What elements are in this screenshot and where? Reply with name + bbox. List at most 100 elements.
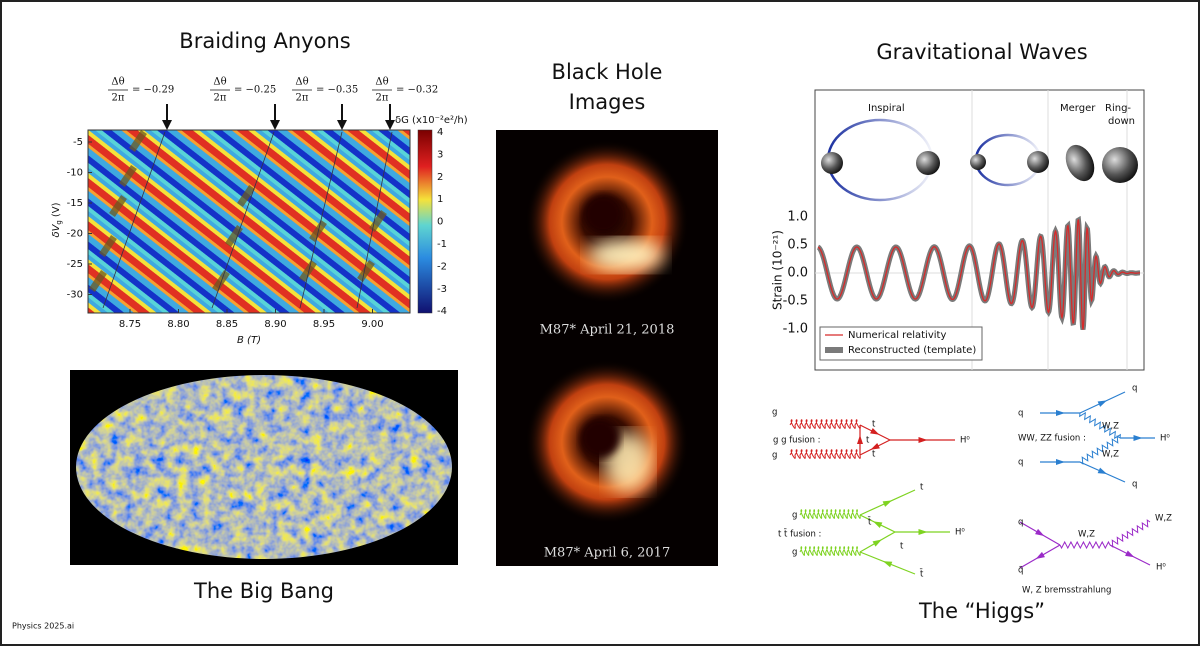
panel-title: The Big Bang: [193, 579, 334, 603]
y-tick-label: -20: [67, 229, 83, 240]
stage-label: down: [1108, 116, 1135, 127]
diagram-label: q: [1018, 409, 1023, 419]
diagram-label: t: [920, 483, 924, 493]
arrow-head: [385, 120, 395, 130]
arrow: [870, 428, 880, 435]
shadow-bar: [225, 225, 243, 247]
arrow: [872, 539, 882, 547]
braid-line: [299, 131, 343, 309]
shadow-bar: [369, 210, 387, 232]
shadow-bar: [357, 260, 375, 282]
shadow-bar: [119, 165, 137, 187]
arrow: [857, 435, 863, 444]
arrow: [1097, 400, 1108, 407]
diagram-label: t: [872, 450, 876, 460]
diagram-label: t: [866, 436, 870, 446]
arrow: [882, 500, 893, 507]
diagram-label: H⁰: [955, 528, 965, 538]
y-label-sub: g: [55, 220, 63, 224]
diagram-label: WW, ZZ fusion :: [1018, 434, 1086, 444]
y-tick-label: -30: [67, 290, 83, 301]
arrow-head: [162, 120, 172, 130]
stage-label: Merger: [1060, 103, 1096, 114]
phase-numerator: Δθ: [111, 77, 124, 88]
diagram-label: g: [792, 548, 797, 558]
arrow: [1097, 467, 1108, 475]
phase-denominator: 2π: [296, 93, 309, 104]
y-axis-label: Strain (10⁻²¹): [771, 230, 785, 310]
diagram-label: q: [1132, 384, 1137, 394]
legend-label: Reconstructed (template): [848, 345, 976, 356]
arrow: [1056, 459, 1065, 465]
phase-numerator: Δθ: [213, 77, 226, 88]
black-hole-image: [525, 360, 689, 524]
arrow: [1056, 410, 1065, 416]
x-tick-label: 8.75: [119, 319, 141, 330]
colorbar-tick-label: 2: [437, 172, 443, 183]
colorbar-tick-label: -4: [437, 306, 447, 317]
arrow-head: [270, 120, 280, 130]
colorbar-tick-label: -1: [437, 239, 447, 250]
colorbar-tick-label: 1: [437, 194, 443, 205]
diagram-label: H⁰: [1156, 563, 1166, 573]
diagram-label: t̄: [919, 568, 924, 580]
panel-title: Gravitational Waves: [876, 40, 1087, 64]
phase-denominator: 2π: [214, 93, 227, 104]
arrow: [882, 561, 893, 568]
shadow-bar: [212, 270, 230, 292]
arrow-head: [337, 120, 347, 130]
braid-line: [102, 131, 166, 309]
legend-swatch: [825, 347, 843, 353]
gluon-line: [799, 546, 861, 556]
phase-numerator: Δθ: [375, 77, 388, 88]
svg-text:δVg(V): δVg (V): [51, 202, 63, 237]
braid-line: [211, 131, 275, 309]
phase-denominator: 2π: [112, 93, 125, 104]
phase-numerator: Δθ: [295, 77, 308, 88]
diagram-label: H⁰: [1160, 434, 1170, 444]
diagram-label: H⁰: [960, 436, 970, 446]
colorbar: [417, 129, 433, 314]
boson-line: [1079, 411, 1121, 440]
diagram-label: W,Z: [1102, 450, 1119, 460]
arrow: [1035, 551, 1045, 559]
stage-label: Ring-: [1105, 103, 1131, 114]
y-tick-label: -1.0: [783, 322, 808, 337]
colorbar-tick-label: 3: [437, 149, 443, 160]
panel-title: Images: [569, 90, 646, 114]
footer: Physics 2025.ai: [12, 622, 74, 631]
gluon-line: [789, 419, 861, 429]
arrow: [870, 443, 880, 450]
diagram-label: W,Z: [1078, 530, 1095, 540]
x-tick-label: 9.00: [361, 319, 383, 330]
colorbar-tick-label: 4: [437, 127, 443, 138]
y-tick-label: -0.5: [783, 294, 808, 309]
shadow-bar: [129, 130, 147, 152]
boson-line: [1079, 435, 1121, 465]
gluon-line: [789, 449, 861, 459]
shadow-bar: [299, 260, 317, 282]
image-caption: M87* April 21, 2018: [540, 323, 675, 338]
phase-value: = −0.32: [396, 85, 438, 96]
shadow-bar: [89, 270, 107, 292]
diagram-label: g g fusion :: [773, 436, 821, 446]
heatmap: [87, 129, 411, 314]
y-axis-label: δVg (V): [51, 202, 63, 237]
y-label-main: δV: [51, 223, 62, 237]
y-tick-label: -25: [67, 259, 83, 270]
colorbar-tick-label: 0: [437, 217, 443, 228]
black-hole-image: [525, 140, 689, 304]
diagram-label: g: [792, 511, 797, 521]
y-tick-label: 0.5: [787, 238, 808, 253]
y-tick-label: 0.0: [787, 266, 808, 281]
legend-label: Numerical relativity: [848, 330, 946, 341]
diagram-label: g: [772, 408, 777, 418]
y-tick-label: -15: [67, 198, 83, 209]
arrow: [873, 521, 883, 528]
panel-title: Braiding Anyons: [179, 29, 350, 53]
diagram-label: t: [900, 542, 904, 552]
y-tick-label: -10: [67, 168, 83, 179]
diagram-label: q: [1018, 458, 1023, 468]
